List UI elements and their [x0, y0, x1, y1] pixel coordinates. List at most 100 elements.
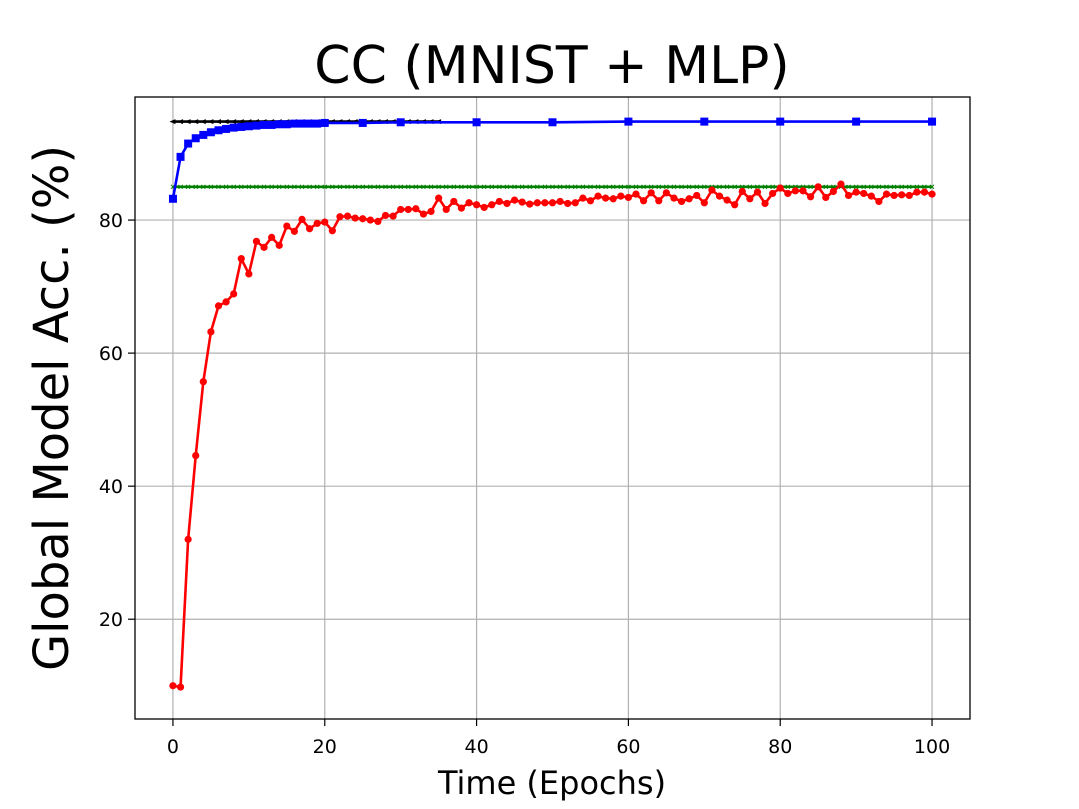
data-point-marker: [305, 225, 314, 233]
data-point-marker: [776, 117, 785, 126]
data-point-marker: [837, 180, 845, 188]
data-point-marker: [207, 328, 215, 336]
data-point-marker: [618, 184, 624, 190]
data-point-marker: [184, 139, 193, 148]
data-point-marker: [222, 124, 231, 133]
data-point-marker: [571, 199, 579, 207]
data-point-marker: [860, 189, 868, 198]
data-point-marker: [168, 194, 177, 203]
data-point-marker: [328, 227, 336, 235]
data-point-marker: [588, 184, 593, 190]
data-point-marker: [451, 184, 457, 190]
data-point-marker: [922, 184, 927, 190]
data-point-marker: [169, 119, 176, 125]
data-point-marker: [336, 213, 344, 221]
plot-area-frame: [134, 96, 971, 720]
x-tick-label: 80: [768, 736, 792, 758]
data-point-marker: [428, 184, 434, 190]
data-point-marker: [177, 119, 184, 125]
data-point-marker: [610, 184, 616, 190]
data-point-marker: [193, 184, 199, 190]
data-point-marker: [375, 184, 381, 190]
data-point-marker: [268, 233, 276, 241]
data-point-marker: [617, 192, 625, 200]
data-point-marker: [313, 219, 321, 227]
data-point-marker: [715, 192, 724, 200]
data-point-marker: [548, 118, 557, 127]
x-tick-label: 20: [313, 736, 337, 758]
data-point-marker: [882, 190, 891, 198]
data-point-marker: [717, 184, 722, 190]
data-point-marker: [518, 198, 526, 206]
data-point-marker: [852, 188, 860, 196]
data-point-marker: [534, 184, 540, 190]
data-point-marker: [806, 193, 815, 201]
data-point-marker: [252, 237, 261, 245]
data-point-marker: [214, 126, 223, 135]
data-point-marker: [413, 184, 419, 190]
data-point-marker: [731, 201, 739, 209]
data-point-marker: [624, 193, 633, 202]
data-point-marker: [685, 195, 693, 203]
data-point-marker: [298, 119, 306, 128]
data-point-marker: [565, 184, 571, 190]
data-point-marker: [366, 216, 374, 224]
data-point-marker: [358, 118, 367, 127]
data-point-marker: [298, 215, 306, 224]
y-axis-ticks: 20 40 60 80: [99, 210, 135, 631]
data-point-marker: [459, 184, 464, 190]
data-point-marker: [829, 187, 837, 196]
data-point-marker: [920, 188, 929, 196]
data-point-marker: [876, 184, 882, 190]
data-point-marker: [738, 187, 746, 196]
data-point-marker: [686, 184, 692, 190]
data-point-marker: [435, 194, 443, 202]
data-point-marker: [572, 184, 578, 190]
data-point-marker: [791, 187, 800, 195]
data-point-marker: [556, 197, 564, 206]
data-point-marker: [322, 184, 328, 190]
data-point-marker: [929, 184, 935, 190]
x-tick-label: 100: [914, 736, 950, 758]
data-point-marker: [679, 184, 684, 190]
data-point-marker: [671, 184, 677, 190]
data-point-marker: [890, 191, 898, 200]
data-point-marker: [192, 451, 200, 460]
data-point-marker: [199, 378, 207, 386]
series: [170, 184, 935, 190]
data-point-marker: [313, 119, 322, 128]
y-axis-label: Global Model Acc. (%): [24, 145, 80, 671]
data-point-marker: [603, 184, 608, 190]
data-point-marker: [184, 119, 191, 125]
x-tick-label: 0: [167, 736, 179, 758]
data-point-marker: [624, 117, 633, 126]
data-point-marker: [785, 184, 791, 190]
series: [169, 180, 936, 691]
data-point-marker: [497, 184, 502, 190]
data-point-marker: [472, 201, 481, 209]
data-point-marker: [216, 184, 221, 190]
data-point-marker: [489, 184, 495, 190]
data-point-marker: [693, 191, 701, 200]
data-point-marker: [853, 184, 859, 190]
data-point-marker: [662, 189, 670, 197]
data-point-marker: [655, 197, 663, 205]
data-point-marker: [465, 199, 473, 207]
data-point-marker: [846, 184, 851, 190]
data-point-marker: [352, 184, 358, 190]
data-point-marker: [701, 184, 707, 190]
data-point-marker: [541, 199, 549, 207]
data-point-marker: [321, 218, 329, 226]
data-point-marker: [290, 227, 299, 235]
data-point-marker: [548, 199, 557, 207]
data-point-marker: [641, 184, 646, 190]
data-point-marker: [466, 184, 472, 190]
data-point-marker: [222, 298, 230, 306]
data-point-marker: [389, 212, 397, 220]
data-point-marker: [275, 120, 284, 129]
data-point-marker: [495, 197, 503, 206]
data-point-marker: [320, 118, 329, 127]
data-point-marker: [337, 184, 343, 190]
data-point-marker: [244, 122, 253, 131]
data-point-marker: [580, 184, 586, 190]
